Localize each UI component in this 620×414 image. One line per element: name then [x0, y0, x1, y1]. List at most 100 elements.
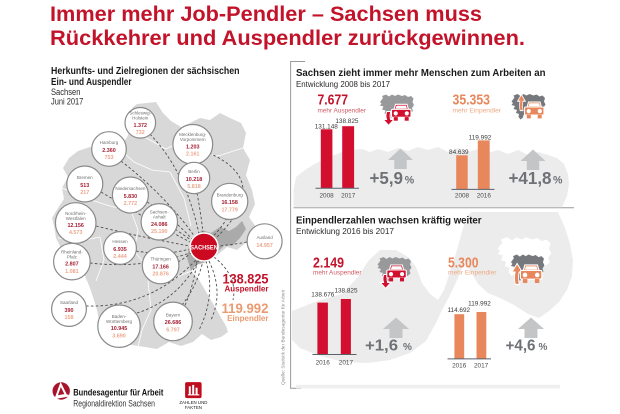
svg-text:Nordrhein-: Nordrhein-	[65, 211, 87, 216]
svg-text:%: %	[405, 174, 415, 186]
svg-text:10.218: 10.218	[186, 177, 203, 183]
svg-text:5.818: 5.818	[187, 184, 201, 190]
svg-text:Hamburg: Hamburg	[100, 140, 119, 145]
svg-text:14.957: 14.957	[256, 243, 273, 249]
svg-text:2.444: 2.444	[113, 254, 127, 260]
svg-text:7.677: 7.677	[318, 92, 349, 108]
svg-text:2008: 2008	[455, 193, 470, 200]
svg-text:Holstein: Holstein	[132, 116, 149, 121]
svg-text:2017: 2017	[341, 193, 356, 200]
svg-text:158: 158	[65, 315, 74, 321]
svg-text:Sachsen-: Sachsen-	[150, 210, 170, 215]
svg-text:+5,9: +5,9	[370, 168, 404, 188]
svg-text:2008: 2008	[319, 193, 334, 200]
svg-text:35.353: 35.353	[453, 92, 491, 108]
svg-text:SACHSEN: SACHSEN	[190, 245, 218, 252]
svg-text:390: 390	[65, 308, 74, 314]
svg-text:ZAHLEN UND: ZAHLEN UND	[179, 400, 207, 405]
svg-text:%: %	[553, 174, 563, 186]
svg-text:6.935: 6.935	[113, 247, 127, 253]
svg-text:217: 217	[80, 190, 89, 196]
svg-text:Saarland: Saarland	[60, 300, 79, 305]
svg-text:16.158: 16.158	[221, 200, 238, 206]
svg-text:17.779: 17.779	[221, 207, 238, 213]
svg-text:732: 732	[136, 130, 145, 136]
svg-text:mehr Auspendler: mehr Auspendler	[313, 270, 362, 277]
svg-text:26.686: 26.686	[165, 320, 182, 326]
svg-text:Mecklenburg-: Mecklenburg-	[179, 132, 207, 137]
svg-text:Bayern: Bayern	[166, 313, 181, 318]
svg-text:Brandenburg: Brandenburg	[217, 193, 244, 198]
svg-text:138.676: 138.676	[311, 292, 335, 299]
svg-text:131.148: 131.148	[315, 124, 339, 131]
svg-text:Herkunfts- und Zielregionen de: Herkunfts- und Zielregionen der sächsisc…	[51, 66, 240, 77]
svg-text:Entwicklung 2008 bis 2017: Entwicklung 2008 bis 2017	[296, 79, 390, 89]
svg-text:Bundesagentur für Arbeit: Bundesagentur für Arbeit	[73, 388, 163, 398]
svg-text:3.690: 3.690	[112, 333, 126, 339]
svg-text:119.992: 119.992	[469, 134, 492, 141]
svg-text:Einpendler: Einpendler	[227, 314, 268, 323]
svg-text:Anhalt: Anhalt	[153, 215, 167, 220]
svg-text:24.086: 24.086	[151, 222, 168, 228]
svg-text:4.573: 4.573	[69, 230, 83, 236]
svg-text:138.825: 138.825	[223, 271, 269, 287]
svg-text:1.203: 1.203	[186, 144, 200, 150]
svg-text:25.190: 25.190	[151, 229, 168, 235]
svg-text:Ausland: Ausland	[256, 235, 273, 240]
svg-text:10.945: 10.945	[111, 326, 128, 332]
svg-text:Baden-: Baden-	[112, 314, 127, 319]
svg-text:2016: 2016	[452, 363, 467, 370]
svg-text:Hessen: Hessen	[112, 239, 128, 244]
svg-text:Vorpommern: Vorpommern	[180, 137, 206, 142]
svg-text:Juni 2017: Juni 2017	[51, 97, 83, 107]
svg-text:2016: 2016	[477, 193, 492, 200]
svg-text:Westfalen: Westfalen	[66, 216, 86, 221]
svg-text:2017: 2017	[339, 359, 354, 366]
svg-text:2.161: 2.161	[186, 152, 200, 158]
svg-text:Bremen: Bremen	[77, 175, 93, 180]
svg-text:Immer mehr Job-Pendler – Sachs: Immer mehr Job-Pendler – Sachsen muss	[50, 3, 482, 26]
svg-text:%: %	[403, 342, 412, 353]
svg-text:513: 513	[80, 183, 89, 189]
svg-text:6.797: 6.797	[166, 327, 180, 333]
svg-text:753: 753	[105, 155, 114, 161]
svg-text:1.372: 1.372	[134, 123, 148, 129]
svg-text:Ein- und Auspendler: Ein- und Auspendler	[51, 77, 132, 88]
svg-text:2016: 2016	[316, 359, 331, 366]
svg-text:Quelle: Statistik der Bundesag: Quelle: Statistik der Bundesagentur für …	[280, 289, 286, 385]
svg-text:+4,6: +4,6	[506, 337, 536, 354]
svg-text:mehr Einpendler: mehr Einpendler	[448, 270, 497, 277]
svg-text:Rheinland-: Rheinland-	[61, 249, 83, 254]
svg-text:Sachsen: Sachsen	[51, 87, 80, 97]
svg-text:+1,6: +1,6	[365, 337, 398, 354]
svg-text:84.639: 84.639	[449, 149, 469, 156]
svg-text:119.992: 119.992	[468, 300, 491, 307]
svg-text:12.156: 12.156	[67, 223, 84, 229]
svg-text:Württemberg: Württemberg	[106, 319, 133, 324]
svg-text:114.692: 114.692	[447, 307, 470, 314]
svg-text:Entwicklung 2016 bis 2017: Entwicklung 2016 bis 2017	[296, 226, 394, 236]
svg-text:5.830: 5.830	[124, 194, 138, 200]
svg-text:1.081: 1.081	[65, 269, 79, 275]
svg-text:Rückkehrer und Auspendler zurü: Rückkehrer und Auspendler zurückgewinnen…	[50, 27, 525, 50]
svg-text:Schleswig-: Schleswig-	[129, 111, 151, 116]
svg-text:Niedersachsen: Niedersachsen	[115, 186, 146, 191]
svg-text:2.360: 2.360	[102, 148, 116, 154]
svg-text:Einpendlerzahlen wachsen kräft: Einpendlerzahlen wachsen kräftig weiter	[296, 216, 482, 227]
svg-text:119.992: 119.992	[222, 300, 269, 316]
svg-text:138.825: 138.825	[334, 287, 358, 294]
svg-text:FAKTEN: FAKTEN	[185, 405, 202, 410]
svg-text:mehr Einpendler: mehr Einpendler	[453, 108, 502, 115]
svg-text:2.807: 2.807	[65, 262, 79, 268]
svg-text:Pfalz: Pfalz	[67, 254, 78, 259]
svg-text:Thüringen: Thüringen	[150, 257, 171, 262]
svg-text:mehr Auspendler: mehr Auspendler	[318, 108, 367, 115]
svg-text:138.825: 138.825	[335, 118, 359, 125]
svg-text:Sachsen zieht immer mehr Mensc: Sachsen zieht immer mehr Menschen zum Ar…	[296, 68, 546, 79]
svg-text:5.300: 5.300	[448, 255, 479, 271]
svg-text:Regionaldirektion Sachsen: Regionaldirektion Sachsen	[73, 399, 155, 409]
svg-text:Auspendler: Auspendler	[224, 284, 268, 293]
svg-text:Berlin: Berlin	[188, 169, 200, 174]
svg-text:2.149: 2.149	[313, 255, 344, 271]
svg-text:%: %	[539, 342, 548, 353]
